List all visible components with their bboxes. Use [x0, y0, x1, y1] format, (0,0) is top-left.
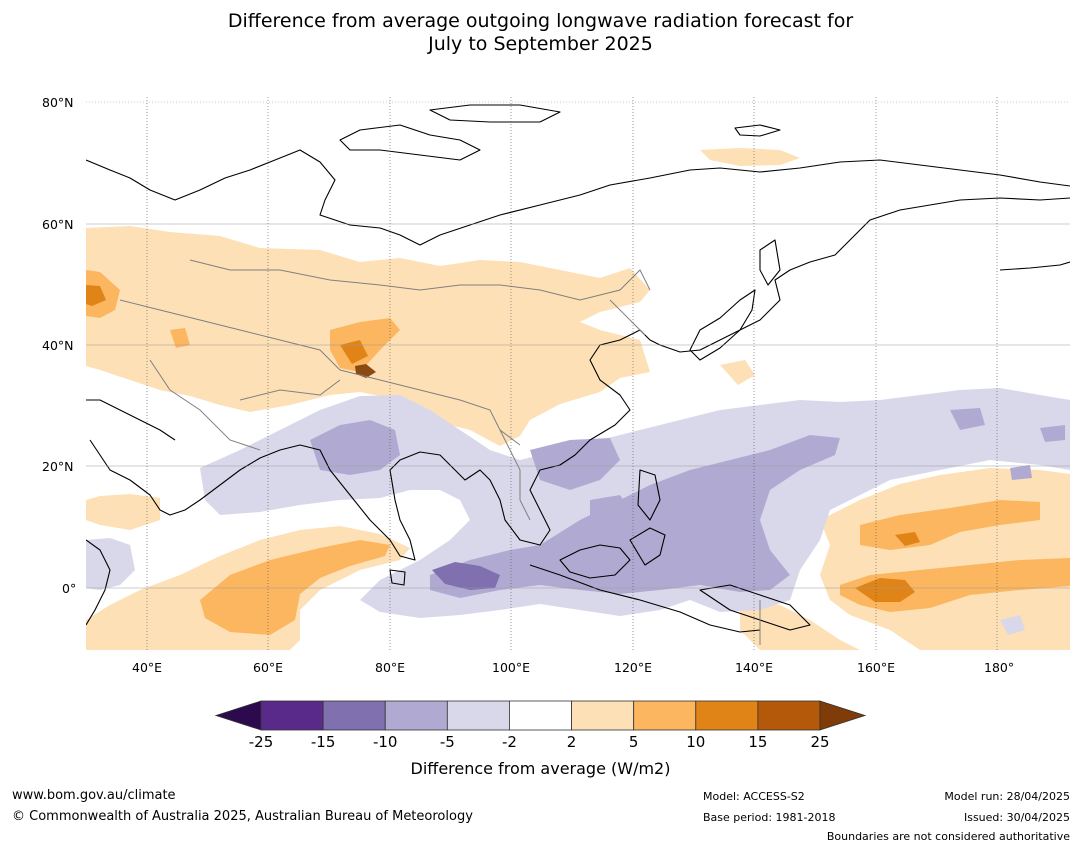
colorbar-segment — [757, 700, 821, 731]
colorbar-extend-high — [819, 700, 867, 731]
lat-label-40: 40°N — [42, 338, 74, 353]
title-line-2: July to September 2025 — [428, 33, 653, 55]
lon-label-60: 60°E — [253, 660, 284, 675]
lat-label-0: 0° — [62, 581, 77, 596]
colorbar-segment — [446, 700, 510, 731]
footer-model-run: Model run: 28/04/2025 — [944, 790, 1070, 803]
anomaly-minus15-to-minus10 — [432, 562, 500, 590]
parallels — [86, 101, 1070, 589]
colorbar-tick-label: 5 — [628, 733, 639, 751]
footer-base-period: Base period: 1981-2018 — [703, 811, 836, 824]
lon-label-140: 140°E — [735, 660, 774, 675]
lat-label-80: 80°N — [42, 95, 74, 110]
colorbar-tick-label: 25 — [810, 733, 830, 751]
footer-url[interactable]: www.bom.gov.au/climate — [12, 788, 176, 803]
anomaly-15-to-25 — [355, 364, 376, 378]
lon-label-40: 40°E — [132, 660, 163, 675]
colorbar-segment — [260, 700, 324, 731]
colorbar-title: Difference from average (W/m2) — [410, 759, 671, 778]
colorbar-tick-label: 2 — [566, 733, 577, 751]
colorbar-tick-label: -15 — [310, 733, 336, 751]
coastlines — [86, 104, 1070, 633]
colorbar-tick-label: 15 — [748, 733, 768, 751]
footer-disclaimer: Boundaries are not considered authoritat… — [826, 830, 1070, 843]
colorbar-segment — [695, 700, 759, 731]
anomaly-minus10-to-minus5 — [310, 408, 1065, 598]
map-title: Difference from average outgoing longwav… — [0, 10, 1081, 56]
lon-label-100: 100°E — [492, 660, 531, 675]
colorbar-tick-label: -5 — [439, 733, 455, 751]
footer-issued: Issued: 30/04/2025 — [963, 811, 1070, 824]
colorbar-segment — [384, 700, 448, 731]
colorbar-tick-label: -25 — [248, 733, 274, 751]
title-line-1: Difference from average outgoing longwav… — [227, 10, 854, 32]
colorbar-tick-label: -10 — [372, 733, 398, 751]
colorbar-tick-label: -2 — [501, 733, 517, 751]
country-borders — [119, 259, 761, 645]
footer-model: Model: ACCESS-S2 — [703, 790, 805, 803]
lon-label-160: 160°E — [857, 660, 896, 675]
colorbar-segment — [633, 700, 697, 731]
meridians — [146, 97, 998, 650]
lat-label-20: 20°N — [42, 459, 74, 474]
colorbar-tick-label: 10 — [686, 733, 706, 751]
colorbar-segment — [322, 700, 386, 731]
lon-label-120: 120°E — [614, 660, 653, 675]
lon-label-80: 80°E — [375, 660, 406, 675]
lon-label-180: 180° — [984, 660, 1015, 675]
anomaly-10-to-15 — [86, 285, 920, 602]
lat-label-60: 60°N — [42, 217, 74, 232]
colorbar-segment — [509, 700, 572, 731]
footer-copyright: © Commonwealth of Australia 2025, Austra… — [12, 809, 473, 824]
colorbar-segment — [571, 700, 635, 731]
colorbar-extend-low — [214, 700, 262, 731]
olr-anomaly-map — [86, 97, 1070, 650]
